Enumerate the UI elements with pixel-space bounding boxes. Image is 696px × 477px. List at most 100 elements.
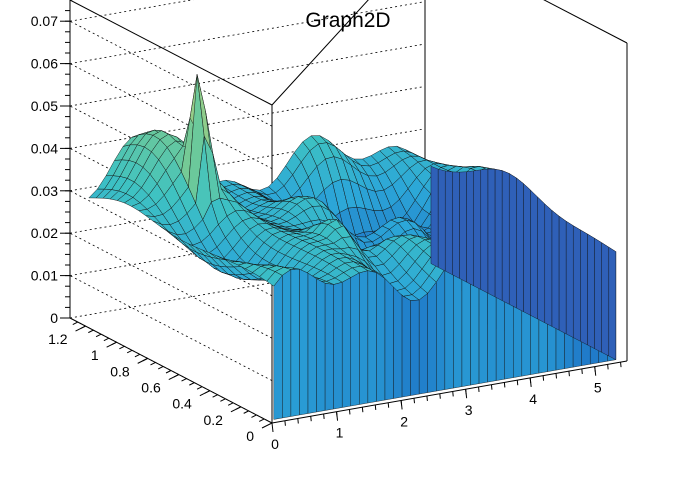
surface-side xyxy=(530,189,538,320)
x-minor-tick xyxy=(529,377,532,383)
y-minor-tick xyxy=(88,329,94,334)
surface-side xyxy=(565,220,574,338)
z-tick-label: 0.01 xyxy=(31,268,58,284)
y-minor-tick xyxy=(173,374,179,378)
x-minor-tick xyxy=(555,373,557,379)
z-tick-label: 0.07 xyxy=(31,13,58,29)
surface-skirt xyxy=(393,286,403,399)
z-gridline-left xyxy=(69,20,273,127)
surface-side xyxy=(430,165,439,268)
surface-skirt xyxy=(342,277,351,408)
surface-side xyxy=(516,177,524,312)
x-tick-label: 2 xyxy=(400,413,408,429)
surface-side xyxy=(459,171,467,283)
y-minor-tick xyxy=(134,353,141,358)
x-minor-tick xyxy=(607,364,609,370)
x-minor-tick xyxy=(284,420,286,426)
x-minor-tick xyxy=(400,400,403,406)
surface-skirt xyxy=(273,274,283,420)
surface-side xyxy=(551,209,560,331)
z-tick-label: 0 xyxy=(50,310,58,326)
x-minor-tick xyxy=(426,395,428,401)
surface-side xyxy=(580,229,588,346)
x-minor-tick xyxy=(439,393,441,399)
surface-side xyxy=(452,171,460,279)
y-minor-tick xyxy=(235,406,242,410)
surface-side xyxy=(594,237,602,353)
surface-skirt xyxy=(333,281,343,410)
y-minor-tick xyxy=(142,357,148,362)
x-minor-tick xyxy=(503,382,506,388)
surface-side xyxy=(608,246,617,361)
surface-side xyxy=(494,168,503,301)
surface-skirt xyxy=(290,269,300,417)
y-tick-label: 0.8 xyxy=(110,363,130,379)
x-minor-tick xyxy=(620,362,622,368)
y-minor-tick xyxy=(126,349,133,354)
y-tick-label: 0.4 xyxy=(172,396,192,412)
y-axis: 0 0.2 0.4 0.6 0.8 1 1.2 xyxy=(48,321,273,444)
z-gridline-back xyxy=(69,1,426,64)
x-minor-tick xyxy=(568,371,570,377)
surface-skirt xyxy=(436,268,446,392)
y-minor-tick xyxy=(80,325,86,330)
surface-side xyxy=(501,170,510,305)
surface-skirt xyxy=(376,272,386,402)
y-tick-label: 0 xyxy=(246,428,254,444)
y-minor-tick xyxy=(158,366,164,370)
surface-side xyxy=(487,168,496,298)
surface-side xyxy=(573,225,581,342)
x-minor-tick xyxy=(310,416,312,422)
surface-mesh xyxy=(88,74,617,420)
z-tick-label: 0.06 xyxy=(31,56,58,72)
x-tick-label: 5 xyxy=(594,380,602,396)
z-tick-label: 0.03 xyxy=(31,183,58,199)
y-minor-tick xyxy=(212,394,218,398)
surface-skirt xyxy=(367,270,377,404)
z-gridline-back xyxy=(69,0,194,22)
y-minor-tick xyxy=(119,345,125,350)
surface-skirt xyxy=(282,269,292,419)
surface-side xyxy=(466,170,474,287)
y-minor-tick xyxy=(165,370,172,374)
chart-title: Graph2D xyxy=(305,9,390,32)
z-gridline-back xyxy=(69,86,426,149)
front-bottom-edge xyxy=(271,360,628,424)
surface-side xyxy=(601,242,609,357)
surface-skirt xyxy=(307,272,317,414)
surface-side xyxy=(558,215,567,335)
surface-side xyxy=(523,183,531,316)
y-tick-label: 0.6 xyxy=(141,380,161,396)
surface-side xyxy=(444,170,453,276)
x-minor-tick xyxy=(465,389,467,395)
surface-side xyxy=(480,168,489,294)
y-minor-tick xyxy=(103,337,110,342)
x-tick-label: 4 xyxy=(529,391,537,407)
y-minor-tick xyxy=(72,321,78,325)
y-minor-tick xyxy=(111,341,117,346)
z-tick-label: 0.04 xyxy=(31,140,58,156)
x-minor-tick xyxy=(478,386,480,392)
y-minor-tick xyxy=(189,382,195,386)
x-tick-label: 0 xyxy=(271,436,279,452)
y-tick-label: 1 xyxy=(91,347,99,363)
x-tick xyxy=(271,422,274,433)
x-tick-label: 3 xyxy=(465,402,473,418)
x-minor-tick xyxy=(490,384,493,390)
surface-side xyxy=(544,203,553,327)
y-minor-tick xyxy=(227,402,234,406)
surface-skirt xyxy=(401,295,411,398)
surface-skirt xyxy=(384,278,394,401)
x-minor-tick xyxy=(297,418,299,424)
surface-skirt xyxy=(299,268,309,416)
surface-skirt xyxy=(316,278,326,413)
x-axis: 0 1 2 3 4 5 xyxy=(271,362,622,452)
x-minor-tick xyxy=(452,391,454,397)
x-minor-tick xyxy=(361,407,364,413)
surface-side xyxy=(587,233,595,349)
top-diagonal-edge xyxy=(271,0,369,106)
x-minor-tick xyxy=(516,380,519,386)
x-minor-tick xyxy=(581,368,583,374)
surface-skirt xyxy=(427,281,437,393)
